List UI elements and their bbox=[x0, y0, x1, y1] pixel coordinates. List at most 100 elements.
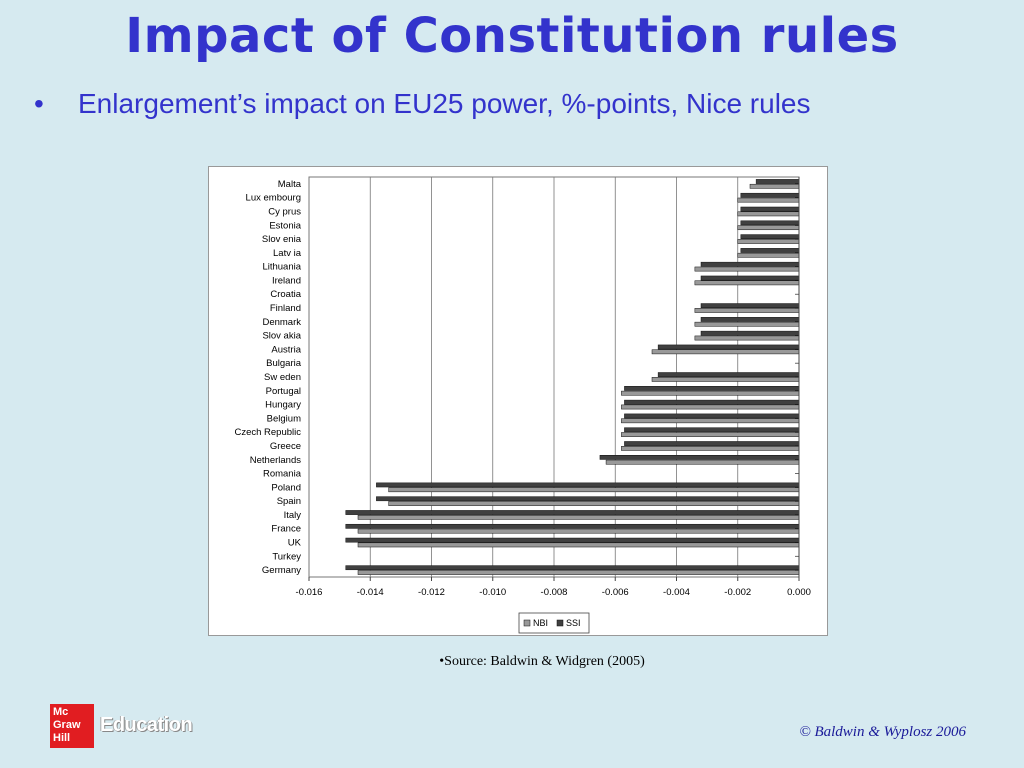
bar-ssi bbox=[740, 192, 800, 198]
mcgraw-hill-logo-box: Mc Graw Hill bbox=[50, 704, 94, 748]
bar-ssi bbox=[624, 399, 800, 405]
legend-swatch-nbi bbox=[523, 619, 531, 627]
x-tick-label: -0.010 bbox=[479, 587, 506, 598]
bar-nbi bbox=[357, 570, 800, 575]
bar-nbi bbox=[694, 321, 800, 327]
bar-ssi bbox=[700, 261, 800, 267]
x-tick-label: -0.006 bbox=[602, 587, 629, 598]
bar-nbi bbox=[621, 446, 800, 451]
category-label: Sw eden bbox=[264, 372, 301, 383]
category-label: Germany bbox=[262, 565, 301, 576]
bar-nbi bbox=[621, 418, 800, 424]
bar-nbi bbox=[737, 239, 800, 244]
bar-nbi bbox=[737, 211, 800, 217]
category-label: France bbox=[271, 524, 301, 535]
category-label: Greece bbox=[270, 441, 301, 452]
bar-ssi bbox=[345, 565, 800, 571]
bullet-text: Enlargement’s impact on EU25 power, %-po… bbox=[78, 88, 811, 119]
bar-ssi bbox=[755, 179, 800, 184]
x-tick-label: -0.002 bbox=[724, 587, 751, 598]
bar-nbi bbox=[621, 432, 800, 437]
category-label: Ireland bbox=[272, 275, 301, 286]
category-label: Turkey bbox=[272, 551, 301, 562]
bar-ssi bbox=[657, 344, 800, 350]
legend-label-nbi: NBI bbox=[533, 618, 548, 628]
category-label: UK bbox=[288, 538, 302, 549]
bar-nbi bbox=[357, 514, 800, 520]
bar-ssi bbox=[740, 248, 800, 253]
bar-nbi bbox=[694, 335, 800, 341]
x-tick-label: -0.008 bbox=[541, 587, 568, 598]
category-label: Lux embourg bbox=[246, 193, 301, 204]
bar-nbi bbox=[694, 280, 800, 286]
category-label: Romania bbox=[263, 469, 302, 480]
logo-line: Mc bbox=[53, 706, 69, 718]
x-tick-label: -0.014 bbox=[357, 587, 384, 598]
category-label: Lithuania bbox=[262, 262, 301, 273]
copyright-notice: © Baldwin & Wyplosz 2006 bbox=[799, 724, 966, 740]
bar-nbi bbox=[651, 377, 800, 382]
bar-nbi bbox=[621, 390, 800, 396]
logo-line: Graw bbox=[53, 719, 81, 731]
x-tick-label: -0.012 bbox=[418, 587, 445, 598]
category-label: Denmark bbox=[262, 317, 301, 328]
bar-nbi bbox=[388, 501, 800, 506]
category-label: Hungary bbox=[265, 400, 301, 411]
category-label: Slov enia bbox=[262, 234, 302, 245]
category-label: Cy prus bbox=[268, 206, 301, 217]
bullet-symbol: • bbox=[34, 88, 44, 119]
bar-nbi bbox=[737, 197, 800, 203]
category-label: Netherlands bbox=[250, 455, 301, 466]
bar-nbi bbox=[388, 487, 800, 493]
category-label: Portugal bbox=[266, 386, 301, 397]
chart-frame: -0.016 -0.014 -0.012 -0.010 -0.008 -0.006 -0.0… bbox=[208, 166, 828, 636]
bar-nbi bbox=[737, 225, 800, 231]
category-label: Slov akia bbox=[262, 331, 301, 342]
bar-ssi bbox=[376, 482, 800, 488]
bar-ssi bbox=[345, 523, 800, 529]
bar-ssi bbox=[624, 413, 800, 419]
bar-ssi bbox=[624, 427, 800, 433]
bullet-item: • Enlargement’s impact on EU25 power, %-p… bbox=[34, 88, 811, 120]
bar-nbi bbox=[605, 459, 800, 465]
bar-ssi bbox=[345, 537, 800, 543]
bar-ssi bbox=[700, 303, 800, 308]
logo-line: Hill bbox=[53, 732, 71, 744]
bar-ssi bbox=[657, 372, 800, 377]
category-label: Bulgaria bbox=[266, 358, 302, 369]
bar-nbi bbox=[694, 266, 800, 272]
category-label: Austria bbox=[271, 344, 301, 355]
bar-ssi bbox=[376, 496, 800, 502]
x-tick-label: -0.004 bbox=[663, 587, 690, 598]
bar-nbi bbox=[621, 404, 800, 410]
category-label: Belgium bbox=[267, 413, 301, 424]
bar-nbi bbox=[357, 542, 800, 548]
bar-ssi bbox=[700, 275, 800, 281]
category-label: Italy bbox=[284, 510, 302, 521]
bar-ssi bbox=[700, 330, 800, 336]
legend-swatch-ssi bbox=[556, 619, 564, 627]
legend-box bbox=[518, 612, 590, 634]
category-label: Finland bbox=[270, 303, 301, 314]
bar-ssi bbox=[700, 317, 800, 322]
bar-ssi bbox=[624, 441, 800, 446]
bar-nbi bbox=[694, 308, 800, 313]
slide-title: Impact of Constitution rules bbox=[125, 8, 899, 64]
category-label: Spain bbox=[277, 496, 301, 507]
bar-nbi bbox=[737, 252, 800, 258]
legend-label-ssi: SSI bbox=[566, 618, 581, 628]
category-label: Malta bbox=[278, 179, 302, 190]
bar-nbi bbox=[651, 349, 800, 355]
category-label: Latv ia bbox=[273, 248, 302, 259]
bar-ssi bbox=[740, 206, 800, 212]
bar-ssi bbox=[740, 220, 800, 226]
bar-ssi bbox=[599, 455, 800, 460]
bar-nbi bbox=[357, 528, 800, 534]
category-label: Poland bbox=[271, 482, 301, 493]
source-note: •Source: Baldwin & Widgren (2005) bbox=[439, 654, 645, 669]
category-label: Croatia bbox=[270, 289, 301, 300]
x-tick-label: 0.000 bbox=[787, 587, 811, 598]
bar-ssi bbox=[345, 510, 800, 515]
logo-education-text: Education bbox=[100, 714, 193, 736]
bar-ssi bbox=[624, 386, 800, 391]
